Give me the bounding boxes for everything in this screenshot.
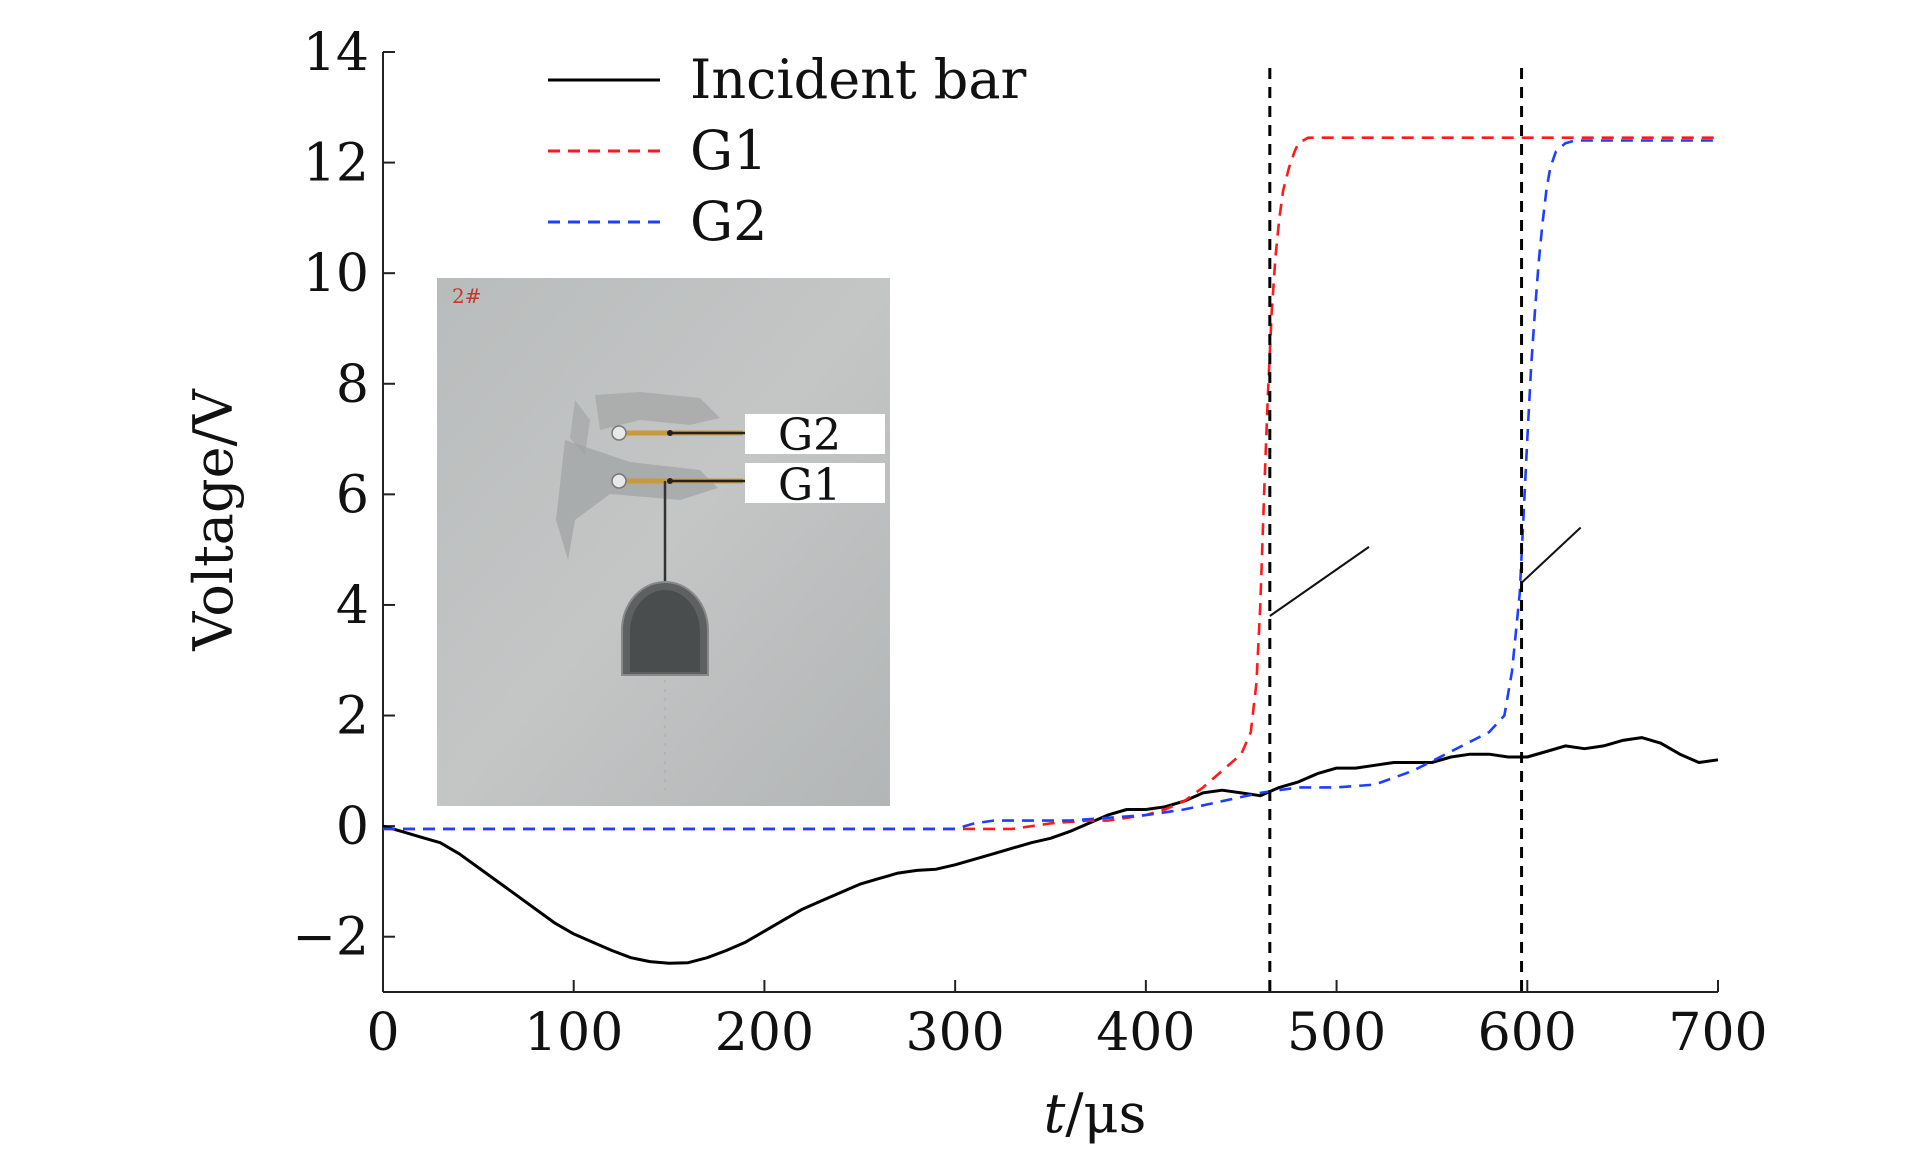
legend-label-2: G1 — [690, 119, 768, 182]
series-line-1 — [382, 736, 1719, 965]
x-axis-title: t/μs — [1044, 1082, 1147, 1145]
y-tick-label: 8 — [336, 355, 369, 415]
x-tick-label: 0 — [366, 1003, 399, 1063]
x-tick-label: 600 — [1478, 1003, 1577, 1063]
x-axis-title-unit: /μs — [1065, 1082, 1146, 1145]
x-tick-label: 500 — [1287, 1003, 1386, 1063]
y-tick-label: 6 — [336, 465, 369, 525]
legend-label-1: Incident bar — [690, 48, 1027, 111]
x-tick-label: 100 — [524, 1003, 623, 1063]
legend: Incident bar G1 G2 — [548, 48, 1027, 253]
series-layer — [382, 136, 1719, 965]
annotations — [1268, 68, 1582, 992]
x-tick-label: 200 — [715, 1003, 814, 1063]
legend-label-3: G2 — [690, 190, 768, 253]
y-tick-label: 0 — [336, 797, 369, 857]
inset-photo: 2# G2 G1 — [437, 278, 890, 806]
y-tick-label: 10 — [303, 244, 369, 304]
leader-line-1 — [1269, 546, 1370, 617]
y-tick-label: 12 — [303, 134, 369, 194]
inset-sample-mark: 2# — [452, 284, 481, 308]
inset-label-g1: G1 — [778, 460, 841, 511]
x-tick-label: 300 — [906, 1003, 1005, 1063]
x-axis-title-var: t — [1044, 1082, 1066, 1145]
x-tick-label: 400 — [1096, 1003, 1195, 1063]
leader-line-2 — [1520, 526, 1582, 584]
axes: 0 100 200 300 400 500 600 700 −2 0 2 4 6 8 10 12 14 — [292, 23, 1767, 1063]
y-tick-label: 4 — [336, 576, 369, 636]
y-tick-label: 14 — [303, 23, 369, 83]
x-tick-label: 700 — [1668, 1003, 1767, 1063]
y-tick-label: 2 — [336, 687, 369, 747]
y-tick-label: −2 — [292, 908, 369, 968]
y-axis-title: Voltage/V — [182, 388, 245, 651]
inset-label-g2: G2 — [778, 410, 841, 461]
series-line-2 — [383, 136, 1718, 831]
series-line-3 — [383, 139, 1718, 831]
